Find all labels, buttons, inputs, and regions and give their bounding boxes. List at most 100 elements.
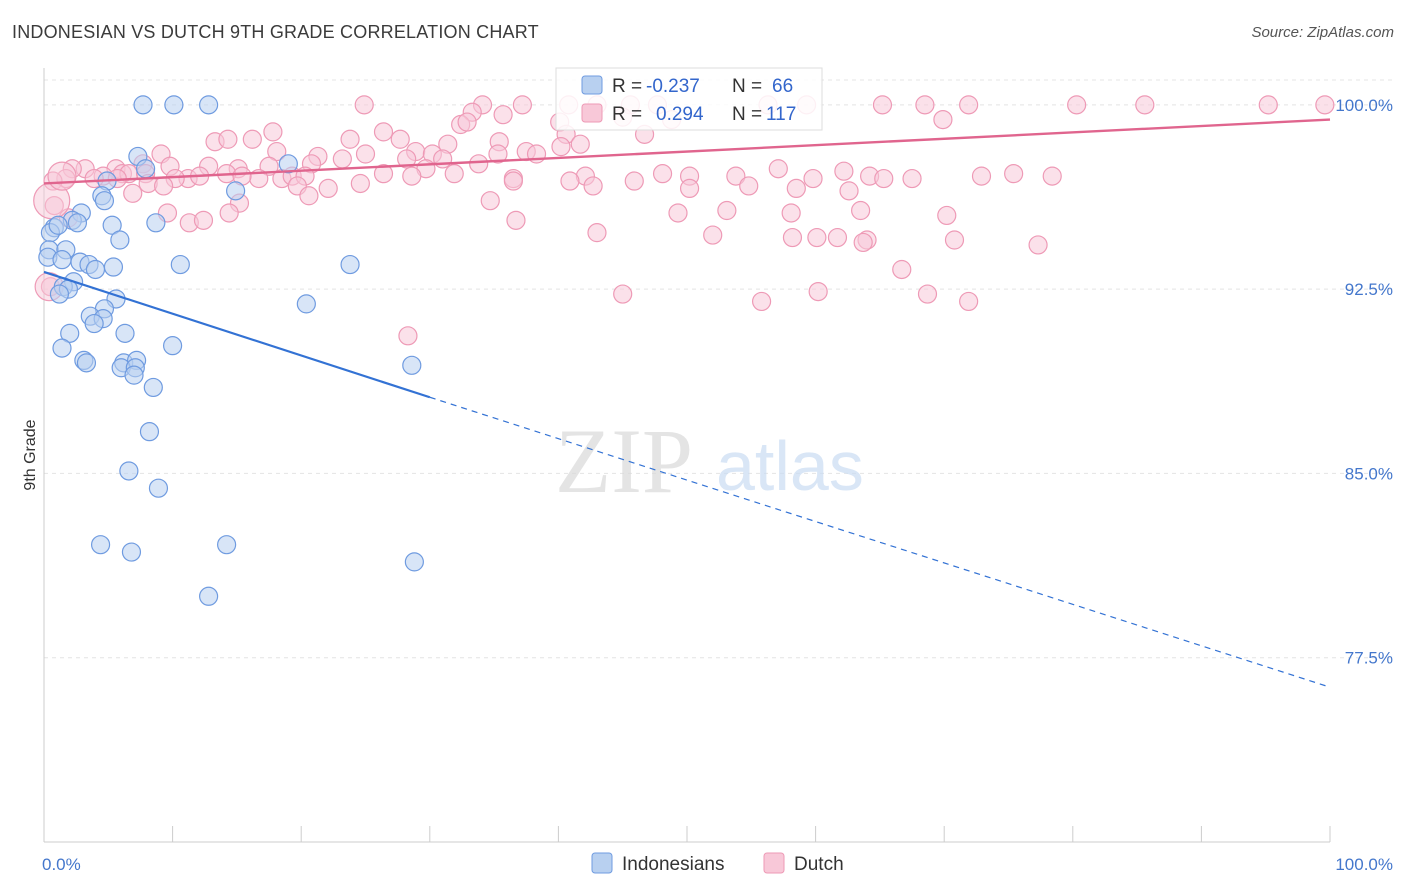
watermark: ZIP atlas [555, 410, 864, 512]
data-point [259, 156, 279, 176]
data-point [583, 176, 603, 196]
legend-r-value-dutch: 0.294 [656, 104, 704, 125]
watermark-zip: ZIP [555, 410, 693, 512]
data-point [768, 159, 788, 179]
data-point-large [47, 161, 77, 191]
data-point [355, 144, 376, 164]
data-point [404, 552, 424, 572]
data-point [110, 230, 130, 250]
data-point [1004, 164, 1024, 184]
data-point [90, 535, 111, 555]
data-point [48, 215, 68, 235]
data-point [133, 95, 153, 115]
data-point [164, 95, 184, 115]
data-point [937, 205, 957, 226]
data-point [373, 164, 394, 184]
trend-lines [43, 118, 1331, 688]
data-point [1258, 95, 1278, 115]
data-point [390, 129, 410, 149]
data-point [226, 181, 246, 201]
data-point [170, 254, 190, 275]
data-point [121, 542, 142, 562]
data-point [512, 95, 532, 115]
data-point [123, 183, 143, 203]
x-tick-label-min: 0.0% [42, 855, 81, 874]
data-point [851, 200, 871, 221]
data-point [332, 149, 352, 169]
data-point [102, 215, 122, 235]
legend-r-label-indonesians: R = [612, 76, 642, 97]
bottom-legend-swatch-indonesians [591, 852, 613, 874]
bottom-legend-swatch-dutch [763, 852, 785, 874]
data-point [560, 171, 580, 191]
data-point [971, 166, 992, 186]
x-tick-label-max: 100.0% [1335, 855, 1393, 874]
data-point [354, 95, 374, 115]
trend-line-indonesians [43, 270, 431, 399]
data-point [217, 535, 237, 555]
data-point [488, 144, 508, 164]
data-point [739, 176, 759, 196]
data-point [267, 141, 287, 162]
data-point [219, 203, 239, 223]
series-dutch-points [33, 95, 1335, 346]
data-point [398, 326, 418, 346]
data-point [193, 210, 214, 230]
data-point [340, 254, 360, 275]
data-point [493, 105, 513, 125]
data-point [959, 95, 979, 115]
data-point [551, 137, 571, 157]
data-point [786, 178, 806, 198]
data-point [199, 95, 219, 115]
data-point [94, 191, 115, 211]
y-tick-label: 85.0% [1345, 464, 1393, 483]
data-point [751, 291, 772, 312]
stats-legend: R = -0.237 N = 66 R = 0.294 N = 117 [555, 67, 823, 131]
data-point [218, 129, 238, 149]
data-point [613, 284, 633, 304]
data-point [717, 200, 737, 221]
data-point [115, 323, 135, 343]
data-point [350, 173, 370, 194]
data-point [402, 166, 422, 186]
data-point [1042, 166, 1062, 186]
data-point [153, 176, 174, 196]
bottom-legend-label-indonesians: Indonesians [622, 854, 724, 875]
data-point [807, 227, 827, 248]
data-point [652, 164, 673, 184]
legend-n-label-dutch: N = [732, 104, 762, 125]
data-point [373, 122, 394, 142]
data-point [278, 154, 298, 174]
data-point [49, 284, 70, 304]
legend-r-value-indonesians: -0.237 [646, 76, 700, 97]
data-point [199, 586, 219, 606]
data-point [853, 232, 873, 253]
trend-line-indonesians-extension [429, 396, 1331, 688]
data-point [85, 259, 106, 280]
legend-n-value-dutch: 117 [766, 104, 796, 125]
data-point [397, 149, 417, 169]
data-point [872, 95, 893, 115]
data-point [834, 161, 854, 181]
y-tick-label: 92.5% [1345, 280, 1393, 299]
data-point [808, 282, 828, 302]
watermark-atlas: atlas [716, 427, 864, 505]
y-axis-title: 9th Grade [22, 419, 39, 490]
data-point [143, 377, 163, 398]
data-point [263, 122, 283, 142]
data-point [148, 478, 169, 498]
data-point [959, 291, 979, 312]
legend-swatch-dutch [581, 103, 603, 123]
data-point [917, 284, 938, 304]
data-point [84, 313, 104, 334]
data-point [915, 95, 935, 115]
data-point [933, 109, 953, 130]
legend-r-label-dutch: R = [612, 104, 642, 125]
data-point [299, 186, 319, 206]
data-point [469, 154, 489, 174]
data-point [570, 134, 590, 154]
data-point [318, 178, 338, 198]
data-point [480, 191, 500, 211]
data-point [119, 461, 139, 481]
